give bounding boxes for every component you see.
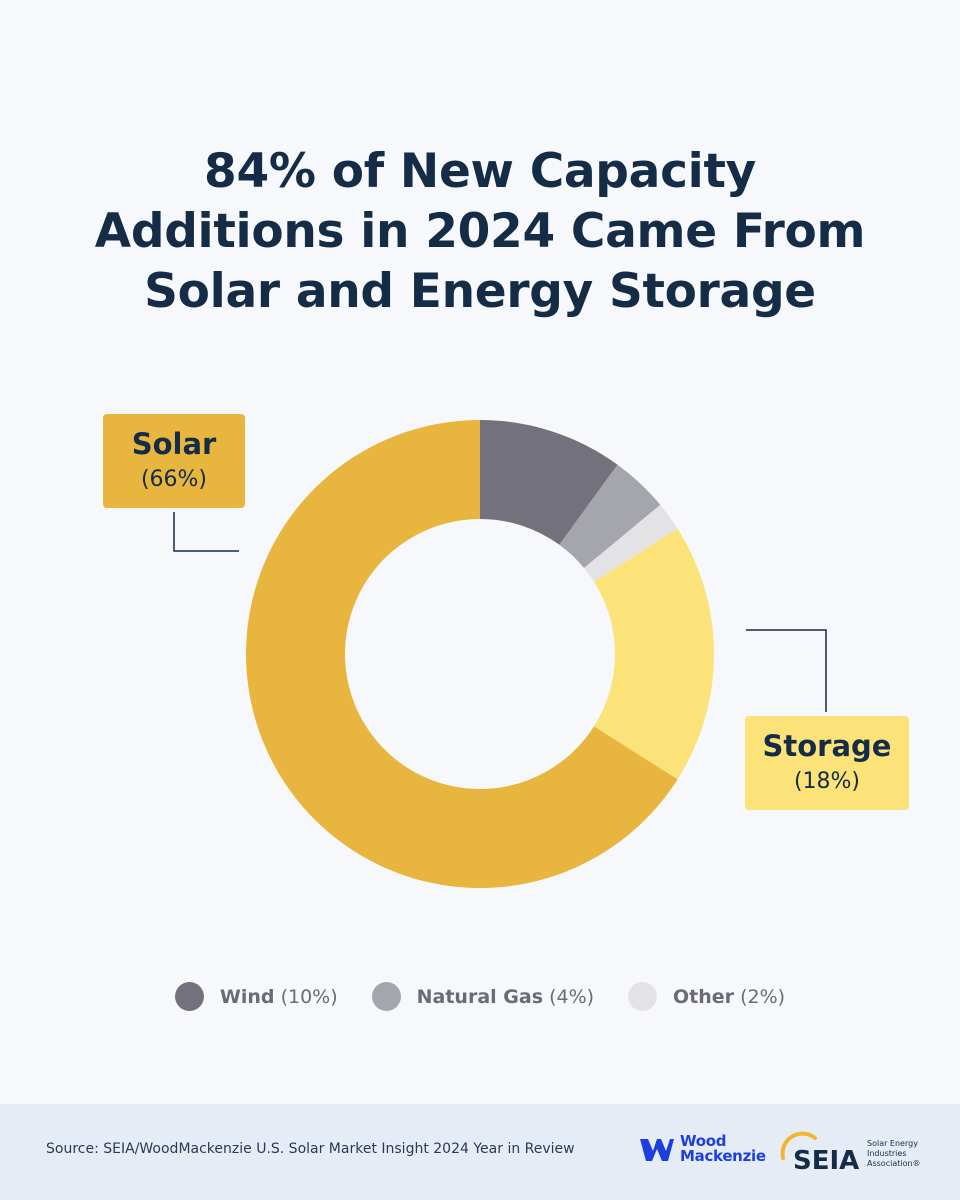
slice-other	[584, 504, 678, 582]
seia-tagline-1: Solar Energy	[867, 1139, 918, 1148]
title-line-1: 84% of New Capacity	[204, 144, 756, 199]
seia-wordmark: SEIA	[793, 1146, 859, 1176]
solar-callout-name: Solar	[131, 427, 217, 461]
wood-mackenzie-logo-icon	[640, 1139, 674, 1161]
legend-item-natural-gas: Natural Gas (4%)	[371, 982, 595, 1011]
slice-wind	[480, 420, 618, 545]
legend-pct-other: (2%)	[740, 985, 786, 1008]
storage-callout: Storage (18%)	[745, 716, 909, 810]
wood-mackenzie-logo: Wood Mackenzie	[640, 1134, 766, 1164]
wood-mackenzie-wordmark: Wood Mackenzie	[680, 1134, 766, 1164]
legend-dot-natural-gas	[371, 982, 401, 1011]
slice-solar	[246, 420, 678, 889]
solar-callout-pct: (66%)	[140, 467, 208, 492]
chart-title: 84% of New Capacity Additions in 2024 Ca…	[0, 142, 960, 322]
wm-line-2: Mackenzie	[680, 1147, 766, 1165]
storage-callout-pct: (18%)	[793, 769, 861, 794]
slice-natural-gas	[559, 464, 661, 568]
legend: Wind (10%) Natural Gas (4%) Other (2%)	[0, 982, 960, 1011]
title-line-3: Solar and Energy Storage	[144, 264, 816, 319]
solar-callout: Solar (66%)	[103, 414, 245, 508]
legend-label-natural-gas: Natural Gas	[416, 985, 544, 1008]
legend-pct-wind: (10%)	[280, 985, 338, 1008]
footer: Source: SEIA/WoodMackenzie U.S. Solar Ma…	[0, 1104, 960, 1200]
legend-item-other: Other (2%)	[628, 982, 785, 1011]
seia-tagline-2: Industries	[867, 1149, 906, 1158]
source-note: Source: SEIA/WoodMackenzie U.S. Solar Ma…	[46, 1141, 575, 1157]
title-line-2: Additions in 2024 Came From	[94, 204, 866, 259]
seia-logo: SEIA Solar Energy Industries Association…	[780, 1131, 921, 1176]
storage-leader-line	[746, 629, 827, 712]
legend-pct-natural-gas: (4%)	[549, 985, 595, 1008]
solar-leader-line	[173, 512, 239, 552]
legend-dot-other	[628, 982, 658, 1011]
donut-chart	[173, 420, 827, 889]
seia-arc-icon	[780, 1131, 817, 1160]
storage-callout-name: Storage	[762, 729, 892, 763]
legend-dot-wind	[174, 982, 204, 1011]
seia-tagline-3: Association®	[867, 1159, 921, 1168]
legend-item-wind: Wind (10%)	[174, 982, 338, 1011]
legend-label-wind: Wind	[219, 985, 275, 1008]
wm-line-1: Wood	[680, 1132, 727, 1150]
slice-storage	[593, 528, 715, 780]
legend-label-other: Other	[673, 985, 735, 1008]
